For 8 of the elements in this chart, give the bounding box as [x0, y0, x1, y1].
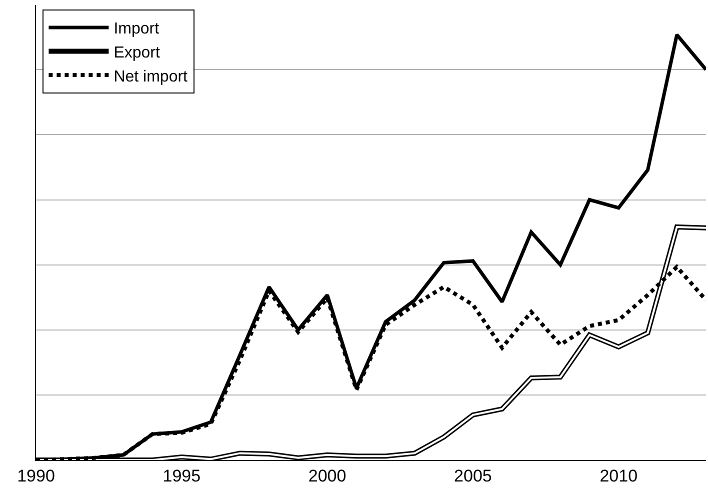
- x-tick-label: 1995: [162, 466, 201, 486]
- x-tick-label: 2000: [308, 466, 346, 486]
- legend-label: Import: [114, 20, 160, 38]
- x-tick-label: 1990: [17, 466, 55, 486]
- legend-label: Net import: [114, 68, 188, 86]
- x-tick-label: 2005: [454, 466, 492, 486]
- legend-label: Export: [114, 44, 160, 62]
- x-tick-label: 2010: [600, 466, 638, 486]
